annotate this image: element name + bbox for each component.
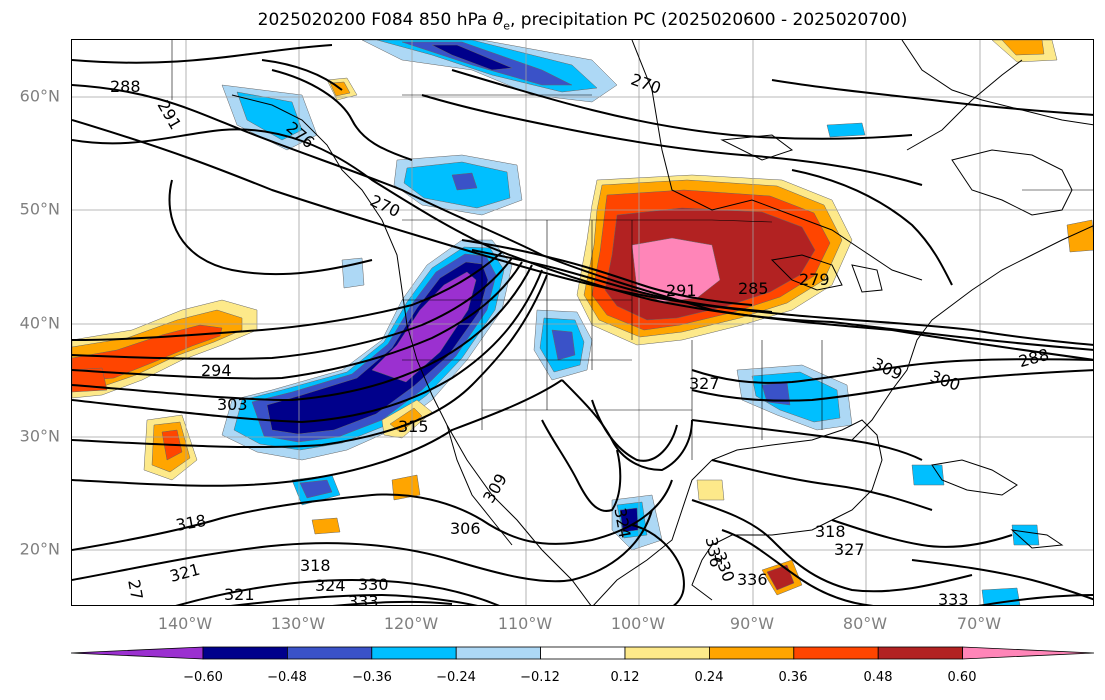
colorbar-bin bbox=[70, 646, 204, 660]
contour-label: 321 bbox=[224, 585, 255, 604]
contour-label: 324 bbox=[610, 506, 634, 539]
colorbar-bin bbox=[371, 646, 457, 660]
contour-label: 318 bbox=[300, 556, 331, 575]
map-panel: 288 291 276 270 270 294 303 315 309 306 … bbox=[71, 39, 1094, 606]
colorbar-bin bbox=[877, 646, 964, 660]
longitude-label: 80°W bbox=[842, 614, 888, 633]
contour-label: 321 bbox=[168, 560, 202, 586]
contour-label: 288 bbox=[110, 77, 141, 96]
contour-label: 330 bbox=[710, 549, 738, 584]
contour-label: 300 bbox=[928, 366, 963, 394]
colorbar-bin bbox=[455, 646, 542, 660]
colorbar-bin bbox=[286, 646, 373, 660]
longitude-label: 110°W bbox=[497, 614, 553, 633]
colorbar-tick-label: 0.12 bbox=[610, 670, 640, 685]
colorbar-bin bbox=[624, 646, 710, 660]
contour-label: 315 bbox=[398, 417, 429, 436]
contour-label: 270 bbox=[628, 70, 663, 98]
contour-label: 330 bbox=[358, 575, 389, 594]
colorbar-bin bbox=[540, 646, 626, 660]
coastlines bbox=[231, 40, 1093, 605]
contour-label: 333 bbox=[938, 590, 969, 606]
contour-label: 318 bbox=[174, 511, 207, 535]
colorbar-bin bbox=[202, 646, 288, 660]
colorbar-tick-label: −0.60 bbox=[183, 670, 223, 685]
contour-label: 291 bbox=[666, 281, 697, 300]
contour-label: 324 bbox=[315, 576, 346, 595]
contour-label: 318 bbox=[815, 522, 846, 541]
colorbar-tick-label: −0.36 bbox=[352, 670, 392, 685]
contour-label: 303 bbox=[217, 395, 248, 414]
longitude-label: 140°W bbox=[157, 614, 213, 633]
colorbar-tick-label: 0.36 bbox=[778, 670, 808, 685]
colorbar-tick-label: 0.24 bbox=[694, 670, 724, 685]
theta-e-contours bbox=[72, 44, 1093, 605]
contour-label: 27 bbox=[124, 578, 146, 601]
latitude-label: 60°N bbox=[19, 86, 60, 106]
contour-label: 327 bbox=[689, 374, 720, 393]
contour-label: 336 bbox=[737, 570, 768, 589]
colorbar-tick-label: −0.48 bbox=[267, 670, 307, 685]
colorbar-bin bbox=[709, 646, 795, 660]
map-title: 2025020200 F084 850 hPa θe, precipitatio… bbox=[257, 10, 908, 33]
latitude-label: 50°N bbox=[19, 199, 60, 219]
colorbar-tick-label: 0.60 bbox=[947, 670, 977, 685]
contour-label: 291 bbox=[154, 97, 186, 133]
contour-label: 279 bbox=[799, 270, 830, 289]
colorbar-tick-label: −0.12 bbox=[520, 670, 560, 685]
longitude-label: 130°W bbox=[270, 614, 326, 633]
latitude-label: 20°N bbox=[19, 539, 60, 559]
colorbar-tick-label: 0.48 bbox=[863, 670, 893, 685]
colorbar-bin bbox=[962, 646, 1095, 660]
longitude-label: 100°W bbox=[610, 614, 666, 633]
contour-label: 309 bbox=[479, 470, 511, 506]
contour-label: 285 bbox=[738, 279, 769, 298]
contour-label: 327 bbox=[834, 540, 865, 559]
colorbar-bin bbox=[793, 646, 879, 660]
latitude-label: 40°N bbox=[19, 313, 60, 333]
contour-label: 306 bbox=[450, 519, 481, 538]
precipitation-shading bbox=[72, 40, 1093, 605]
longitude-label: 90°W bbox=[729, 614, 775, 633]
colorbar-tick-label: −0.24 bbox=[436, 670, 476, 685]
longitude-label: 120°W bbox=[383, 614, 439, 633]
contour-label: 333 bbox=[348, 592, 379, 606]
longitude-label: 70°W bbox=[956, 614, 1002, 633]
contour-label: 294 bbox=[201, 361, 232, 380]
latitude-label: 30°N bbox=[19, 426, 60, 446]
